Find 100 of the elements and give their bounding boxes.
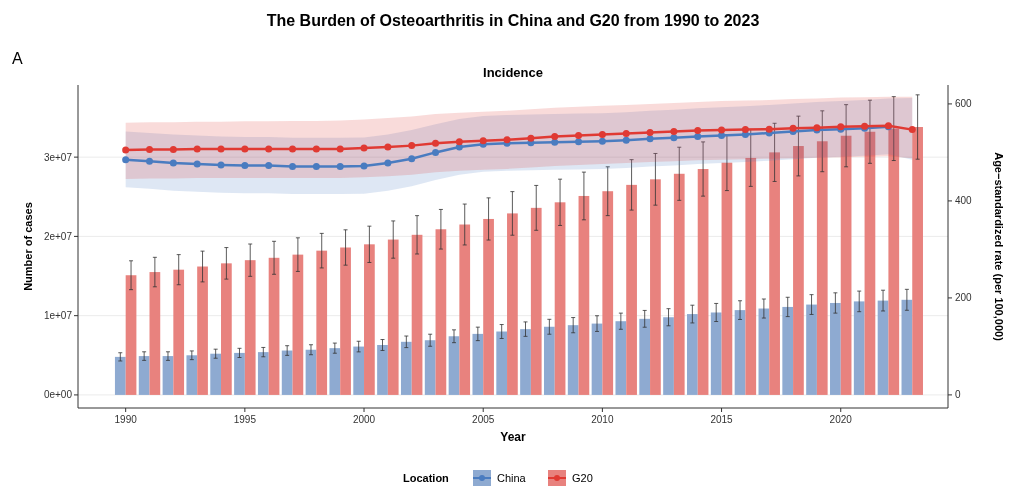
point (241, 145, 249, 153)
bar (793, 146, 804, 395)
point (575, 138, 583, 146)
bar (602, 191, 614, 395)
point (694, 132, 702, 140)
bar (244, 260, 256, 395)
bar (138, 356, 150, 395)
point (598, 137, 606, 145)
bar (769, 152, 780, 395)
point (575, 131, 583, 139)
point (122, 156, 130, 164)
bar (673, 173, 685, 395)
bar (806, 304, 817, 395)
point (384, 143, 392, 151)
point (312, 145, 320, 153)
chart-title: The Burden of Osteoarthritis in China and G20 from 1990 to 2023 (266, 12, 760, 29)
bar (554, 202, 566, 395)
text: A (12, 50, 23, 67)
bar (710, 312, 722, 395)
point (217, 145, 225, 153)
bar (591, 323, 603, 395)
y2-tick-label: 600 (955, 98, 973, 110)
point (289, 145, 297, 153)
x-axis-title: Year (500, 430, 527, 444)
bar (459, 224, 471, 395)
bar (745, 157, 757, 395)
bar (472, 333, 484, 395)
bar (687, 314, 698, 395)
point (217, 161, 225, 169)
point (741, 126, 749, 134)
bar (578, 195, 590, 395)
bar (615, 321, 627, 395)
y-tick-label: 1e+07 (43, 310, 73, 322)
bar (650, 179, 661, 395)
bar (221, 263, 232, 395)
legend-label: G20 (572, 471, 593, 484)
point (527, 134, 535, 142)
point (694, 127, 702, 135)
bar (864, 131, 876, 395)
bar (234, 352, 245, 395)
point (265, 145, 273, 153)
y2-axis-title: Age−standardized rate (per 100,000) (993, 152, 1005, 342)
bar (530, 207, 542, 395)
point (122, 146, 130, 154)
point (551, 132, 559, 140)
bar (197, 266, 208, 395)
bar (639, 318, 651, 395)
x-tick-label: 2015 (710, 414, 734, 425)
point (169, 146, 177, 153)
point (908, 126, 916, 134)
bar (697, 169, 709, 395)
bar (400, 341, 412, 395)
point (336, 162, 344, 170)
point (670, 128, 678, 136)
point (265, 162, 273, 170)
bar (173, 269, 185, 395)
point (432, 148, 440, 156)
point (312, 162, 320, 170)
chart-subtitle: Incidence (483, 65, 543, 80)
bar (888, 128, 900, 395)
bar (114, 356, 126, 395)
bar (520, 329, 531, 395)
point (336, 145, 344, 153)
bar (257, 352, 269, 395)
point (718, 126, 726, 134)
point (670, 134, 678, 142)
point (146, 146, 154, 153)
bar (853, 301, 865, 395)
bar (162, 356, 174, 395)
bar (721, 162, 733, 395)
point (169, 159, 177, 167)
bar (305, 349, 317, 395)
y2-tick-label: 200 (955, 292, 973, 304)
point (384, 159, 392, 167)
x-tick-label: 1995 (233, 414, 257, 425)
bar (268, 257, 280, 395)
bar (507, 213, 518, 395)
point (646, 135, 654, 143)
bar (125, 275, 137, 395)
point (360, 144, 368, 152)
point (455, 138, 463, 146)
point (360, 162, 368, 170)
point (765, 125, 773, 133)
bar (210, 353, 222, 395)
point (408, 155, 416, 163)
point (432, 139, 440, 147)
bar (292, 254, 304, 395)
bar (377, 344, 388, 395)
bar (877, 300, 889, 395)
bar (816, 141, 828, 395)
bar (483, 218, 494, 395)
bar (411, 234, 423, 395)
bar (543, 326, 555, 395)
bar (782, 306, 794, 395)
bar (353, 346, 365, 395)
bar (186, 355, 198, 395)
point (551, 138, 559, 146)
point (193, 160, 201, 168)
x-tick-label: 2020 (829, 414, 853, 425)
x-tick-label: 2005 (472, 414, 495, 425)
